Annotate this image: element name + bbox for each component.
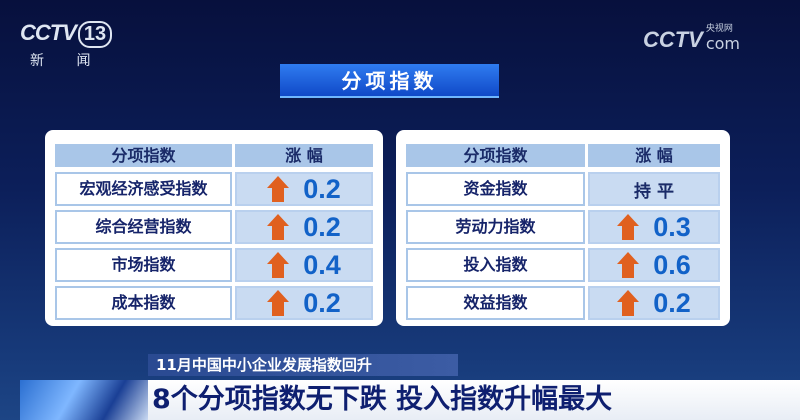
arrow-up-icon — [267, 252, 290, 278]
caption-main: 8个分项指数无下跌 投入指数升幅最大 — [152, 384, 613, 415]
change-value: 0.2 — [303, 211, 341, 242]
change-value: 0.3 — [653, 211, 691, 242]
table-row: 资金指数 持 平 — [406, 172, 720, 206]
cctv-com-watermark: CCTV 央视网 com — [643, 24, 740, 53]
caption-bar: 8个分项指数无下跌 投入指数升幅最大 — [20, 380, 800, 420]
index-change: 0.2 — [235, 172, 373, 206]
index-name: 资金指数 — [406, 172, 585, 206]
table-header: 分项指数涨 幅 — [406, 144, 720, 168]
arrow-up-icon — [617, 252, 640, 278]
header-change: 涨 幅 — [235, 144, 373, 167]
index-change: 0.3 — [588, 210, 720, 244]
change-value: 0.4 — [303, 249, 341, 280]
watermark-label: 央视网 — [705, 24, 733, 34]
header-name: 分项指数 — [55, 144, 232, 167]
table-header: 分项指数涨 幅 — [55, 144, 373, 168]
index-change: 持 平 — [588, 172, 720, 206]
header-change: 涨 幅 — [588, 144, 720, 167]
table-row: 成本指数 0.2 — [55, 286, 373, 320]
table-row: 劳动力指数 0.3 — [406, 210, 720, 244]
index-name: 宏观经济感受指数 — [55, 172, 232, 206]
header-name: 分项指数 — [406, 144, 585, 167]
arrow-up-icon — [267, 290, 290, 316]
change-value: 0.6 — [653, 249, 691, 280]
index-change: 0.2 — [588, 286, 720, 320]
page-title: 分项指数 — [280, 64, 499, 98]
index-name: 成本指数 — [55, 286, 232, 320]
index-name: 劳动力指数 — [406, 210, 585, 244]
table-row: 投入指数 0.6 — [406, 248, 720, 282]
index-change: 0.6 — [588, 248, 720, 282]
arrow-up-icon — [617, 290, 640, 316]
table-left: 分项指数涨 幅 宏观经济感受指数 0.2 综合经营指数 0.2 市场指数 0.4… — [45, 130, 383, 326]
change-value: 0.2 — [303, 287, 341, 318]
watermark-suffix: com — [705, 34, 740, 53]
change-value: 持 平 — [634, 181, 674, 202]
table-right: 分项指数涨 幅 资金指数 持 平 劳动力指数 0.3 投入指数 0.6 效益指数… — [396, 130, 730, 326]
index-change: 0.2 — [235, 210, 373, 244]
table-row: 市场指数 0.4 — [55, 248, 373, 282]
table-row: 综合经营指数 0.2 — [55, 210, 373, 244]
change-value: 0.2 — [653, 287, 691, 318]
logo-brand: CCTV — [20, 20, 77, 45]
table-row: 效益指数 0.2 — [406, 286, 720, 320]
arrow-up-icon — [267, 176, 290, 202]
index-change: 0.2 — [235, 286, 373, 320]
arrow-up-icon — [267, 214, 290, 240]
logo-channel: 13 — [77, 21, 113, 48]
caption-top: 11月中国中小企业发展指数回升 — [148, 354, 458, 376]
cctv13-logo: CCTV 13 新 闻 — [20, 20, 113, 70]
logo-name: 新 闻 — [30, 53, 105, 69]
watermark-brand: CCTV — [642, 27, 703, 52]
index-name: 市场指数 — [55, 248, 232, 282]
index-name: 效益指数 — [406, 286, 585, 320]
caption-decoration — [20, 380, 148, 420]
index-change: 0.4 — [235, 248, 373, 282]
arrow-up-icon — [617, 214, 640, 240]
index-name: 投入指数 — [406, 248, 585, 282]
change-value: 0.2 — [303, 173, 341, 204]
index-name: 综合经营指数 — [55, 210, 232, 244]
table-row: 宏观经济感受指数 0.2 — [55, 172, 373, 206]
